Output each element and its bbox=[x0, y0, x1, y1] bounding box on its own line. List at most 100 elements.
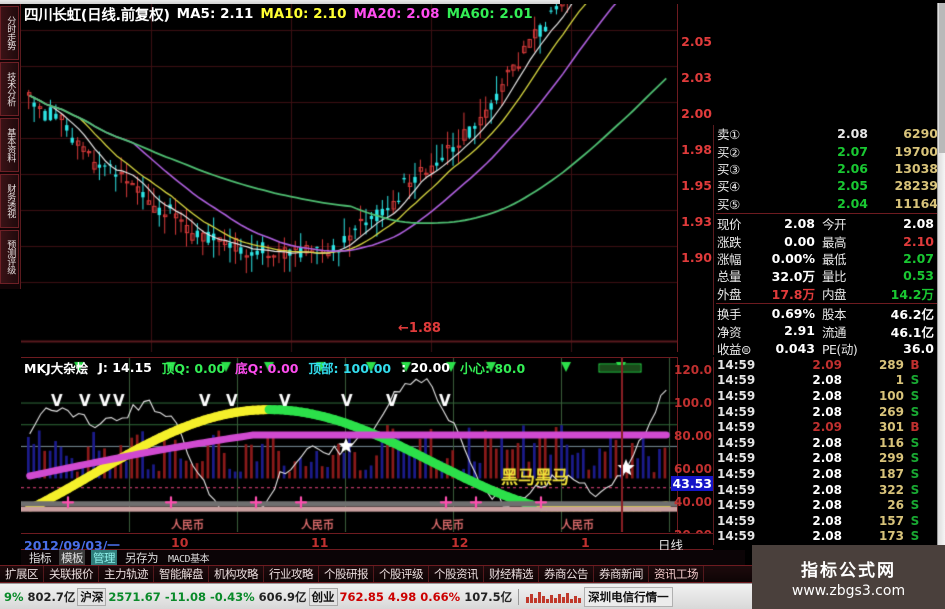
quote-stat-row: 现价 2.08 今开 2.08 bbox=[714, 215, 941, 232]
price-axis-tick: 2.03 bbox=[681, 70, 712, 85]
nav-item[interactable]: 主力轨迹 bbox=[99, 566, 154, 582]
tab-technical[interactable]: 技术分析 bbox=[0, 62, 19, 116]
tape-volume: 116 bbox=[878, 435, 904, 450]
tape-row[interactable]: 14:59 2.08 299 S bbox=[714, 451, 941, 467]
date-axis-tick: 10 bbox=[171, 535, 189, 550]
tape-row[interactable]: 14:59 2.08 26 S bbox=[714, 497, 941, 513]
indicator-axis-tick: 120.0 bbox=[674, 363, 712, 377]
stat-value-left: 0.00 bbox=[784, 233, 815, 249]
nav-item[interactable]: 个股研报 bbox=[319, 566, 374, 582]
order-book-row[interactable]: 买② 2.07 19700 bbox=[714, 142, 941, 160]
candlestick-canvas[interactable] bbox=[21, 4, 677, 352]
indicator-canvas[interactable] bbox=[21, 358, 677, 532]
readout-value: 20.00 bbox=[410, 359, 451, 375]
tape-price: 2.09 bbox=[812, 420, 842, 435]
tape-volume: 173 bbox=[878, 529, 904, 544]
tape-row[interactable]: 14:59 2.09 289 B bbox=[714, 357, 941, 373]
bottom-navigation-bar[interactable]: 扩展区 关联报价 主力轨迹 智能解盘 机构攻略 行业攻略 个股研报 个股评级 个股资讯 财经精选券… bbox=[0, 565, 945, 583]
nav-item[interactable]: 券商新闻 bbox=[594, 566, 649, 582]
tape-side: S bbox=[910, 513, 920, 528]
stat-value-left: 0.00% bbox=[771, 250, 815, 266]
tape-row[interactable]: 14:59 2.08 100 S bbox=[714, 388, 941, 404]
tape-row[interactable]: 14:59 2.08 157 S bbox=[714, 513, 941, 529]
order-book-row[interactable]: 买⑤ 2.04 11164 bbox=[714, 195, 941, 212]
tape-row[interactable]: 14:59 2.09 301 B bbox=[714, 419, 941, 435]
order-price: 2.07 bbox=[837, 143, 868, 159]
order-book-row[interactable]: 买③ 2.06 13038 bbox=[714, 160, 941, 177]
indicator-pane[interactable] bbox=[21, 357, 677, 532]
tape-row[interactable]: 14:59 2.08 322 S bbox=[714, 482, 941, 498]
status-segment: 0.66% bbox=[420, 589, 461, 604]
tab-label: 分时走势 bbox=[5, 16, 16, 50]
tape-row[interactable]: 14:59 2.08 116 S bbox=[714, 435, 941, 451]
tape-row[interactable]: 14:59 2.08 269 S bbox=[714, 404, 941, 420]
tab-fundamental[interactable]: 基本资料 bbox=[0, 118, 19, 172]
stat-value-right: 2.08 bbox=[903, 216, 934, 232]
price-axis-tick: 1.98 bbox=[681, 142, 712, 157]
order-volume: 11164 bbox=[894, 195, 939, 211]
tape-time: 14:59 bbox=[717, 404, 756, 419]
price-axis: 2.05 2.03 2.00 1.98 1.95 1.93 1.90 bbox=[677, 4, 713, 352]
indicator-toolbar-item[interactable]: 模板 bbox=[59, 549, 85, 566]
watermark-url: www.zbgs3.com bbox=[791, 582, 906, 599]
indicator-header: MKJ大杂烩 J: 14.15 顶Q: 0.00 底Q: 0.00 顶部: 100.00… bbox=[24, 358, 674, 376]
tape-volume: 301 bbox=[878, 420, 904, 435]
stat-value-right: 0.53 bbox=[903, 268, 934, 284]
nav-item[interactable]: 个股评级 bbox=[374, 566, 429, 582]
price-annotation: ←1.88 bbox=[398, 321, 441, 336]
nav-item[interactable]: 财经精选 bbox=[484, 566, 539, 582]
nav-item[interactable]: 资讯工场 bbox=[649, 566, 704, 582]
order-volume: 6290 bbox=[903, 126, 938, 142]
status-segment: 4.98 bbox=[387, 589, 417, 604]
indicator-toolbar-item[interactable]: 另存为 bbox=[125, 550, 159, 565]
indicator-readout: 小心: 80.0 bbox=[460, 358, 525, 377]
tab-rating[interactable]: 预测评级 bbox=[0, 230, 19, 284]
tape-volume: 322 bbox=[878, 482, 904, 497]
tape-time: 14:59 bbox=[717, 373, 756, 388]
status-segment: 762.85 bbox=[339, 589, 384, 604]
trade-tape[interactable]: 14:59 2.09 289 B 14:59 2.08 1 S 14:59 2.08 100 S 14:… bbox=[713, 357, 941, 545]
quote-fundamental-row: 净资 2.91 流通 46.1亿 bbox=[714, 322, 941, 339]
order-book-row[interactable]: 买④ 2.05 28239 bbox=[714, 177, 941, 194]
nav-item[interactable]: 关联报价 bbox=[44, 566, 99, 582]
stat-label-left: 换手 bbox=[717, 307, 742, 323]
readout-label: 顶Q: bbox=[161, 360, 195, 376]
price-chart-pane[interactable] bbox=[21, 4, 677, 352]
quote-fundamental-row: 换手 0.69% 股本 46.2亿 bbox=[714, 305, 941, 322]
stat-value-left: 32.0万 bbox=[771, 269, 815, 285]
nav-item[interactable]: 机构攻略 bbox=[209, 566, 264, 582]
stat-value-right: 2.10 bbox=[903, 233, 934, 249]
tape-side: S bbox=[910, 529, 920, 544]
indicator-toolbar[interactable]: 指标 模板 管理 另存为 MACD基本 bbox=[21, 549, 745, 566]
date-axis-period: 日线 bbox=[657, 538, 683, 553]
tape-side: S bbox=[910, 435, 920, 450]
indicator-toolbar-item[interactable]: 管理 bbox=[91, 549, 117, 566]
order-book-row[interactable]: 卖① 2.08 6290 bbox=[714, 125, 941, 142]
indicator-toolbar-item[interactable]: 指标 bbox=[29, 550, 52, 565]
tape-row[interactable]: 14:59 2.08 1 S bbox=[714, 373, 941, 389]
nav-item[interactable]: 扩展区 bbox=[0, 566, 44, 582]
stat-label-right: 最低 bbox=[822, 251, 847, 267]
order-price: 2.08 bbox=[837, 126, 868, 142]
nav-item[interactable]: 行业攻略 bbox=[264, 566, 319, 582]
tape-time: 14:59 bbox=[717, 482, 756, 497]
stat-label-left: 净资 bbox=[717, 324, 742, 340]
stat-value-right: 2.07 bbox=[903, 250, 934, 266]
tape-row[interactable]: 14:59 2.08 187 S bbox=[714, 466, 941, 482]
tab-financial[interactable]: 财务透视 bbox=[0, 174, 19, 228]
vertical-scrollbar[interactable] bbox=[937, 3, 945, 545]
tab-intraday[interactable]: 分时走势 bbox=[0, 6, 19, 60]
tape-row[interactable]: 14:59 2.08 173 S bbox=[714, 529, 941, 545]
order-book[interactable]: 卖① 2.08 6290 买② 2.07 19700 买③ 2.06 13038 买④ 2.05 28… bbox=[714, 125, 941, 212]
indicator-toolbar-item[interactable]: MACD基本 bbox=[168, 554, 210, 565]
tape-volume: 269 bbox=[878, 404, 904, 419]
nav-item[interactable]: 智能解盘 bbox=[154, 566, 209, 582]
scrollbar-thumb[interactable] bbox=[939, 3, 945, 153]
nav-item[interactable]: 券商公告 bbox=[539, 566, 594, 582]
nav-item[interactable]: 个股资讯 bbox=[429, 566, 484, 582]
indicator-readout: 底Q: 0.00 bbox=[235, 358, 298, 377]
price-axis-tick: 1.93 bbox=[681, 214, 712, 229]
indicator-readout: 顶部: 100.00 bbox=[309, 358, 392, 377]
tab-label: 基本资料 bbox=[5, 128, 16, 162]
